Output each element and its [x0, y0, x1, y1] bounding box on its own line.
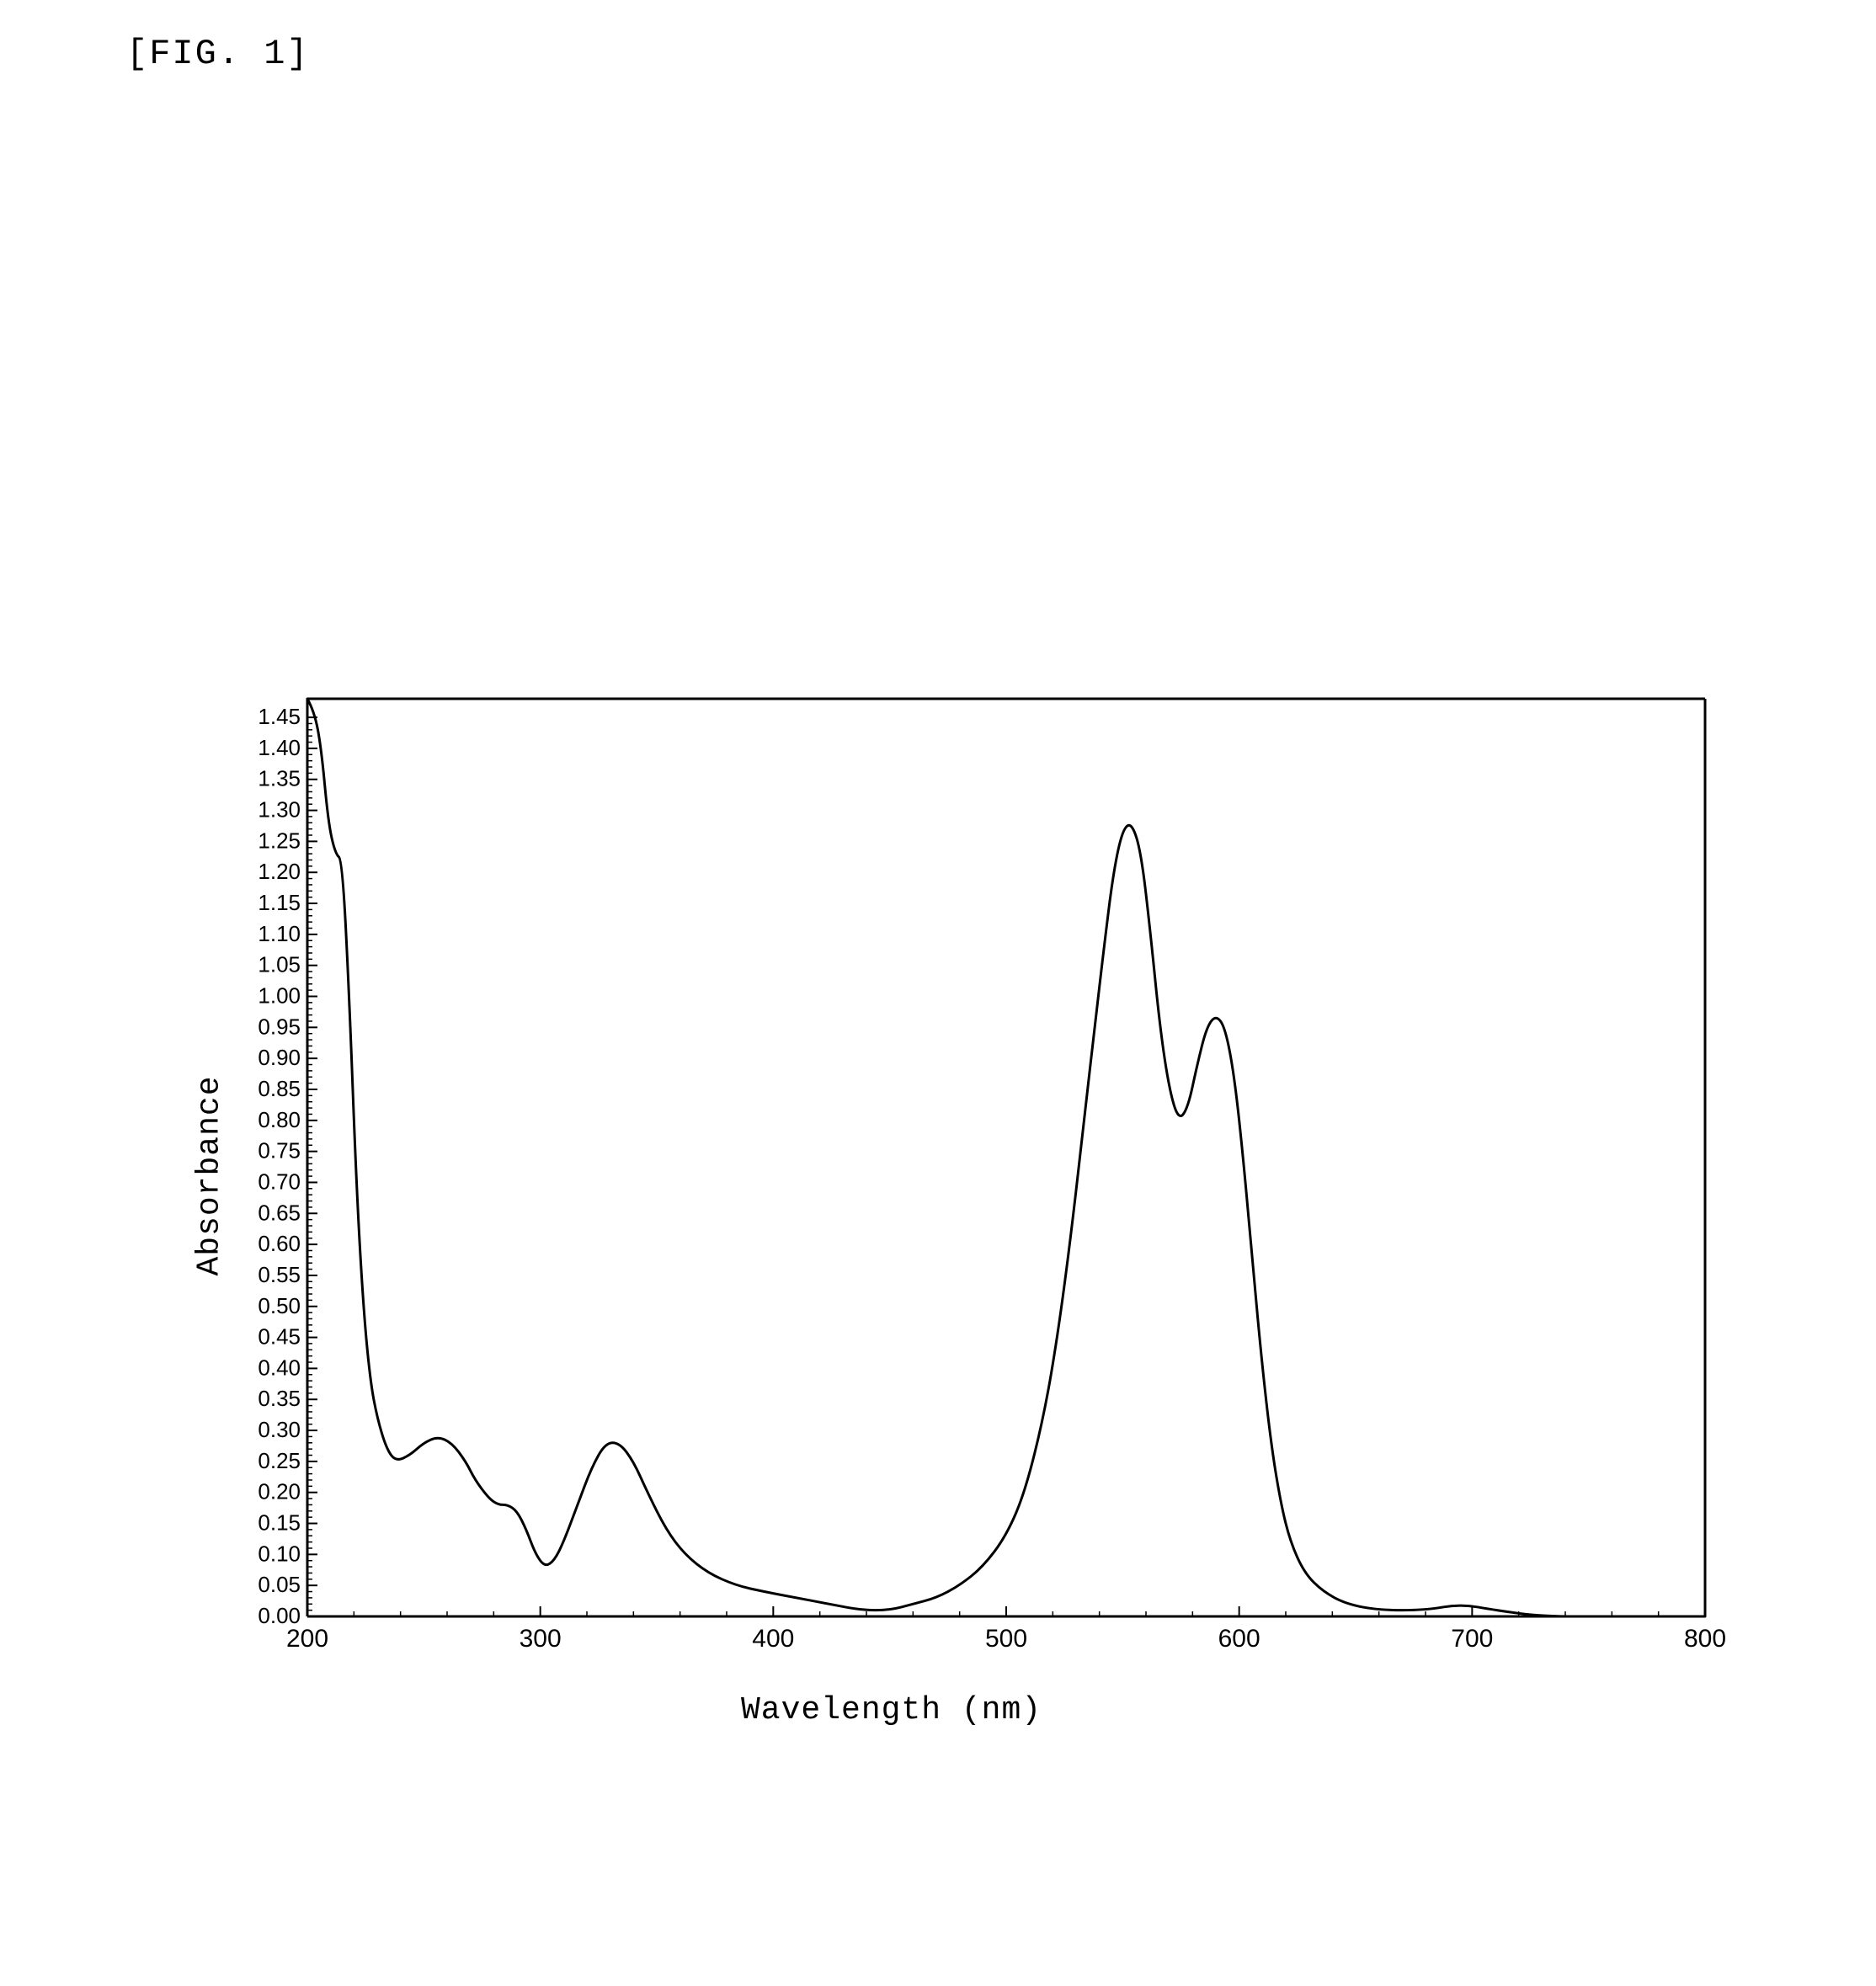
svg-text:1.20: 1.20: [258, 859, 301, 884]
chart-svg: 0.000.050.100.150.200.250.300.350.400.45…: [215, 682, 1764, 1684]
svg-text:0.95: 0.95: [258, 1014, 301, 1039]
svg-text:200: 200: [286, 1625, 328, 1653]
svg-text:0.05: 0.05: [258, 1572, 301, 1597]
svg-text:1.15: 1.15: [258, 890, 301, 915]
svg-text:0.15: 0.15: [258, 1510, 301, 1536]
svg-text:0.30: 0.30: [258, 1417, 301, 1442]
svg-text:0.55: 0.55: [258, 1262, 301, 1287]
svg-text:1.35: 1.35: [258, 766, 301, 791]
svg-text:0.20: 0.20: [258, 1479, 301, 1504]
svg-text:0.45: 0.45: [258, 1324, 301, 1350]
svg-text:1.00: 1.00: [258, 983, 301, 1009]
svg-text:0.90: 0.90: [258, 1045, 301, 1070]
svg-text:0.40: 0.40: [258, 1355, 301, 1380]
spectrum-chart: 0.000.050.100.150.200.250.300.350.400.45…: [215, 682, 1764, 1688]
svg-text:1.25: 1.25: [258, 828, 301, 853]
svg-text:300: 300: [520, 1625, 562, 1653]
svg-text:0.85: 0.85: [258, 1076, 301, 1101]
svg-text:1.40: 1.40: [258, 735, 301, 760]
svg-text:500: 500: [985, 1625, 1027, 1653]
svg-text:0.80: 0.80: [258, 1107, 301, 1132]
svg-text:400: 400: [752, 1625, 794, 1653]
figure-label: [FIG. 1]: [126, 34, 310, 74]
svg-text:1.30: 1.30: [258, 797, 301, 823]
svg-text:1.10: 1.10: [258, 921, 301, 946]
svg-text:0.70: 0.70: [258, 1169, 301, 1194]
svg-text:1.05: 1.05: [258, 952, 301, 977]
svg-text:700: 700: [1451, 1625, 1493, 1653]
svg-text:800: 800: [1684, 1625, 1726, 1653]
svg-text:0.65: 0.65: [258, 1200, 301, 1225]
svg-text:0.50: 0.50: [258, 1293, 301, 1318]
svg-text:0.60: 0.60: [258, 1231, 301, 1256]
svg-text:0.35: 0.35: [258, 1386, 301, 1411]
svg-text:1.45: 1.45: [258, 704, 301, 729]
x-axis-label: Wavelength (nm): [741, 1692, 1042, 1728]
svg-text:0.25: 0.25: [258, 1448, 301, 1473]
svg-text:600: 600: [1218, 1625, 1260, 1653]
svg-text:0.75: 0.75: [258, 1138, 301, 1163]
svg-text:0.10: 0.10: [258, 1541, 301, 1566]
